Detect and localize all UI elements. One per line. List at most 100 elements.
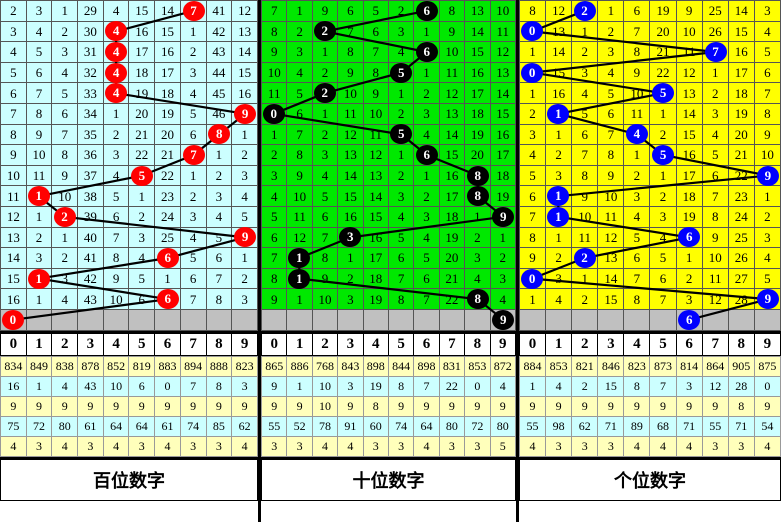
grid-cell[interactable]: 42 bbox=[77, 267, 104, 290]
grid-cell[interactable]: 21 bbox=[128, 123, 156, 146]
grid-cell[interactable]: 10 bbox=[311, 288, 339, 310]
grid-cell[interactable]: 3 bbox=[286, 41, 313, 63]
grid-cell[interactable]: 8 bbox=[597, 144, 625, 166]
stats-cell[interactable]: 9 bbox=[675, 395, 703, 417]
grid-cell[interactable]: 2 bbox=[179, 41, 207, 63]
column-header-cell[interactable]: 9 bbox=[489, 331, 517, 356]
grid-cell[interactable]: 11 bbox=[701, 267, 729, 290]
grid-cell[interactable]: 21 bbox=[649, 41, 677, 63]
grid-cell[interactable]: 14 bbox=[464, 20, 491, 43]
grid-cell[interactable] bbox=[387, 308, 415, 331]
stats-cell[interactable]: 3 bbox=[597, 435, 625, 457]
grid-cell[interactable]: 2 bbox=[753, 205, 781, 228]
grid-cell[interactable] bbox=[154, 308, 181, 331]
grid-cell[interactable]: 1 bbox=[205, 144, 233, 166]
stats-cell[interactable]: 74 bbox=[387, 415, 415, 437]
grid-cell[interactable]: 3 bbox=[311, 144, 339, 166]
grid-cell[interactable]: 4 bbox=[753, 20, 781, 43]
grid-cell[interactable]: 3 bbox=[464, 247, 491, 269]
grid-cell[interactable]: 1 bbox=[51, 0, 79, 22]
grid-cell[interactable]: 3 bbox=[545, 267, 573, 290]
grid-cell[interactable]: 11 bbox=[286, 205, 313, 228]
grid-cell[interactable]: 23 bbox=[727, 185, 755, 207]
grid-cell[interactable]: 12 bbox=[362, 144, 389, 166]
grid-cell[interactable]: 5 bbox=[649, 247, 677, 269]
grid-cell[interactable]: 3 bbox=[102, 144, 130, 166]
grid-cell[interactable]: 3 bbox=[179, 205, 207, 228]
grid-cell[interactable]: 4 bbox=[571, 82, 599, 104]
column-header-cell[interactable]: 9 bbox=[231, 331, 258, 356]
grid-cell[interactable]: 4 bbox=[649, 226, 677, 249]
hit-marker[interactable]: 0 bbox=[521, 62, 544, 83]
stats-cell[interactable]: 846 bbox=[597, 355, 625, 377]
grid-cell[interactable]: 3 bbox=[623, 185, 651, 207]
grid-cell[interactable]: 1 bbox=[571, 267, 599, 290]
stats-cell[interactable]: 72 bbox=[25, 415, 53, 437]
grid-cell[interactable] bbox=[545, 308, 573, 331]
stats-cell[interactable]: 9 bbox=[438, 395, 466, 417]
stats-cell[interactable]: 9 bbox=[205, 395, 233, 417]
hit-marker[interactable]: 2 bbox=[53, 206, 76, 227]
grid-cell[interactable]: 1 bbox=[387, 144, 415, 166]
grid-cell[interactable]: 16 bbox=[337, 205, 364, 228]
grid-cell[interactable]: 4 bbox=[231, 185, 258, 207]
grid-cell[interactable]: 2 bbox=[545, 247, 573, 269]
stats-cell[interactable]: 4 bbox=[154, 435, 181, 457]
grid-cell[interactable]: 2 bbox=[413, 82, 440, 104]
grid-cell[interactable]: 4 bbox=[413, 123, 440, 146]
grid-cell[interactable] bbox=[597, 308, 625, 331]
hit-marker[interactable]: 7 bbox=[704, 42, 727, 62]
stats-cell[interactable]: 3 bbox=[464, 435, 491, 457]
grid-cell[interactable]: 2 bbox=[128, 205, 156, 228]
grid-cell[interactable]: 5 bbox=[623, 226, 651, 249]
grid-cell[interactable]: 10 bbox=[753, 144, 781, 166]
stats-cell[interactable]: 60 bbox=[362, 415, 389, 437]
grid-cell[interactable]: 16 bbox=[128, 20, 156, 43]
stats-cell[interactable]: 4 bbox=[337, 435, 364, 457]
hit-marker[interactable]: 1 bbox=[27, 186, 50, 207]
grid-cell[interactable] bbox=[518, 308, 547, 331]
grid-cell[interactable]: 16 bbox=[438, 164, 466, 187]
column-header-cell[interactable]: 8 bbox=[727, 331, 755, 356]
grid-cell[interactable]: 4 bbox=[753, 247, 781, 269]
grid-cell[interactable]: 7 bbox=[597, 123, 625, 146]
stats-cell[interactable]: 71 bbox=[727, 415, 755, 437]
grid-cell[interactable] bbox=[102, 308, 130, 331]
grid-cell[interactable]: 10 bbox=[701, 247, 729, 269]
grid-cell[interactable]: 2 bbox=[387, 0, 415, 22]
grid-cell[interactable]: 14 bbox=[438, 123, 466, 146]
grid-cell[interactable]: 10 bbox=[102, 288, 130, 310]
grid-cell[interactable]: 8 bbox=[438, 0, 466, 22]
grid-cell[interactable]: 1 bbox=[649, 164, 677, 187]
grid-cell[interactable]: 12 bbox=[675, 61, 703, 84]
column-header-cell[interactable]: 4 bbox=[102, 331, 130, 356]
stats-cell[interactable]: 0 bbox=[753, 375, 781, 397]
grid-cell[interactable] bbox=[623, 308, 651, 331]
grid-cell[interactable]: 5 bbox=[362, 0, 389, 22]
grid-cell[interactable] bbox=[464, 308, 491, 331]
grid-cell[interactable]: 2 bbox=[518, 102, 547, 125]
grid-cell[interactable]: 11 bbox=[489, 20, 517, 43]
grid-cell[interactable]: 4 bbox=[387, 205, 415, 228]
grid-cell[interactable]: 2 bbox=[597, 20, 625, 43]
hit-marker[interactable]: 9 bbox=[492, 206, 515, 227]
grid-cell[interactable]: 8 bbox=[623, 288, 651, 310]
grid-cell[interactable]: 46 bbox=[205, 102, 233, 125]
grid-cell[interactable]: 11 bbox=[571, 226, 599, 249]
grid-cell[interactable]: 4 bbox=[311, 164, 339, 187]
stats-cell[interactable]: 1 bbox=[25, 375, 53, 397]
grid-cell[interactable]: 18 bbox=[438, 205, 466, 228]
hit-marker[interactable]: 1 bbox=[27, 268, 50, 289]
hit-marker[interactable]: 9 bbox=[234, 227, 257, 248]
grid-cell[interactable]: 3 bbox=[205, 185, 233, 207]
grid-cell[interactable]: 10 bbox=[623, 82, 651, 104]
stats-cell[interactable]: 823 bbox=[231, 355, 258, 377]
grid-cell[interactable]: 5 bbox=[51, 82, 79, 104]
grid-cell[interactable]: 19 bbox=[438, 226, 466, 249]
grid-cell[interactable]: 15 bbox=[128, 0, 156, 22]
grid-cell[interactable]: 2 bbox=[489, 247, 517, 269]
grid-cell[interactable]: 2 bbox=[102, 123, 130, 146]
grid-cell[interactable]: 36 bbox=[77, 144, 104, 166]
column-header-cell[interactable]: 3 bbox=[77, 331, 104, 356]
grid-cell[interactable]: 9 bbox=[0, 144, 27, 166]
